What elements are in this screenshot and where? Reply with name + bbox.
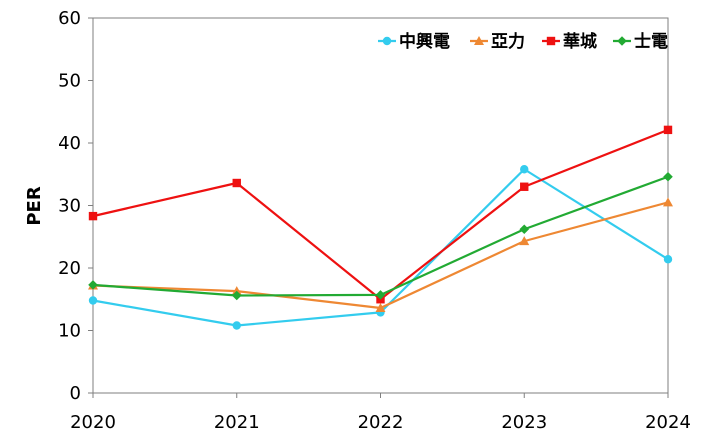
data-point: [88, 211, 98, 221]
data-point: [375, 290, 386, 300]
data-point: [663, 125, 673, 135]
data-point: [663, 171, 673, 182]
y-axis-title: PER: [24, 186, 45, 225]
legend-marker: [617, 36, 627, 46]
series-line: [92, 128, 669, 301]
legend-item: 中興電: [378, 31, 450, 52]
legend-item: 華城: [542, 32, 597, 52]
x-tick-label: 2022: [358, 412, 404, 433]
data-point: [88, 280, 98, 290]
legend-marker: [474, 36, 484, 45]
data-point: [88, 296, 98, 305]
x-tick-label: 2023: [501, 412, 547, 433]
y-tick-label: 20: [58, 258, 81, 279]
y-tick-label: 40: [58, 133, 81, 154]
legend-label: 中興電: [399, 31, 450, 52]
series-square: [88, 125, 673, 304]
data-point: [232, 321, 241, 330]
data-point: [520, 182, 529, 191]
legend-label: 華城: [563, 32, 597, 52]
y-axis: 0 10 20 30 40 50 60: [58, 8, 93, 404]
data-point: [520, 165, 529, 174]
legend-label: 士電: [634, 31, 668, 52]
x-axis: 2020 2021 2022 2023 2024: [70, 393, 691, 433]
x-tick-label: 2021: [214, 412, 260, 433]
x-tick-label: 2024: [645, 412, 691, 433]
y-tick-label: 50: [58, 71, 81, 92]
data-point: [663, 197, 673, 207]
series-line: [92, 175, 669, 297]
series-layer: [88, 125, 673, 330]
data-point: [519, 236, 530, 246]
legend-marker: [382, 36, 392, 46]
data-point: [231, 286, 242, 296]
y-tick-label: 0: [70, 383, 81, 404]
series-triangle: [88, 197, 673, 312]
legend-marker: [546, 36, 556, 46]
y-tick-label: 30: [58, 196, 81, 217]
series-diamond: [88, 171, 673, 301]
y-tick-label: 60: [58, 8, 81, 29]
legend-item: 士電: [613, 31, 668, 52]
data-point: [663, 255, 673, 264]
legend-item: 亞力: [470, 31, 525, 52]
x-tick-label: 2020: [70, 412, 116, 433]
data-point: [231, 290, 242, 301]
data-point: [519, 224, 530, 235]
legend: 中興電 亞力 華城 士電: [378, 31, 668, 52]
y-tick-label: 10: [58, 321, 81, 342]
data-point: [375, 303, 386, 312]
legend-label: 亞力: [491, 31, 525, 52]
data-point: [232, 178, 241, 188]
